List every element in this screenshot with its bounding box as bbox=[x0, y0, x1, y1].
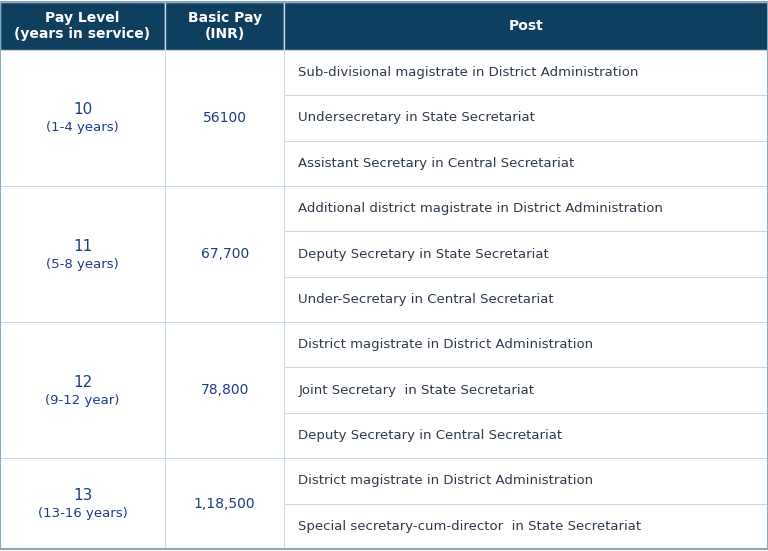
Bar bbox=[284, 322, 768, 368]
Text: 78,800: 78,800 bbox=[200, 383, 249, 397]
Text: Post: Post bbox=[508, 19, 544, 33]
Text: (13-16 years): (13-16 years) bbox=[38, 507, 127, 520]
Bar bbox=[284, 277, 768, 322]
Text: Special secretary-cum-director  in State Secretariat: Special secretary-cum-director in State … bbox=[298, 520, 641, 533]
Text: District magistrate in District Administration: District magistrate in District Administ… bbox=[298, 338, 594, 352]
Bar bbox=[165, 50, 284, 186]
Bar bbox=[165, 186, 284, 322]
Text: Basic Pay
(INR): Basic Pay (INR) bbox=[187, 11, 262, 41]
Bar bbox=[165, 458, 284, 549]
Bar bbox=[284, 2, 768, 50]
Text: (1-4 years): (1-4 years) bbox=[46, 121, 119, 134]
Bar bbox=[284, 141, 768, 186]
Bar bbox=[0, 2, 165, 50]
Text: Additional district magistrate in District Administration: Additional district magistrate in Distri… bbox=[298, 202, 663, 215]
Bar bbox=[0, 186, 165, 322]
Bar bbox=[284, 50, 768, 95]
Bar bbox=[284, 504, 768, 549]
Text: Sub-divisional magistrate in District Administration: Sub-divisional magistrate in District Ad… bbox=[298, 66, 638, 79]
Bar bbox=[0, 50, 165, 186]
Text: (5-8 years): (5-8 years) bbox=[46, 257, 119, 271]
Text: (9-12 year): (9-12 year) bbox=[45, 393, 120, 407]
Bar bbox=[284, 413, 768, 458]
Bar bbox=[284, 231, 768, 277]
Bar bbox=[284, 458, 768, 504]
Text: District magistrate in District Administration: District magistrate in District Administ… bbox=[298, 474, 594, 488]
Text: Deputy Secretary in State Secretariat: Deputy Secretary in State Secretariat bbox=[298, 247, 549, 261]
Text: Assistant Secretary in Central Secretariat: Assistant Secretary in Central Secretari… bbox=[298, 157, 574, 170]
Text: Joint Secretary  in State Secretariat: Joint Secretary in State Secretariat bbox=[298, 383, 535, 397]
Text: 12: 12 bbox=[73, 375, 92, 390]
Text: Pay Level
(years in service): Pay Level (years in service) bbox=[15, 11, 151, 41]
Text: 56100: 56100 bbox=[203, 111, 247, 125]
Text: 11: 11 bbox=[73, 239, 92, 253]
Bar bbox=[284, 368, 768, 413]
Text: Undersecretary in State Secretariat: Undersecretary in State Secretariat bbox=[298, 111, 535, 125]
Bar bbox=[284, 186, 768, 231]
Text: 10: 10 bbox=[73, 102, 92, 117]
Text: Under-Secretary in Central Secretariat: Under-Secretary in Central Secretariat bbox=[298, 293, 554, 306]
Text: 1,18,500: 1,18,500 bbox=[194, 496, 256, 511]
Text: 67,700: 67,700 bbox=[200, 247, 249, 261]
Text: 13: 13 bbox=[73, 488, 92, 503]
Text: Deputy Secretary in Central Secretariat: Deputy Secretary in Central Secretariat bbox=[298, 429, 562, 442]
Bar bbox=[165, 322, 284, 458]
Bar bbox=[284, 95, 768, 141]
Bar bbox=[0, 458, 165, 549]
Bar bbox=[0, 322, 165, 458]
Bar bbox=[165, 2, 284, 50]
